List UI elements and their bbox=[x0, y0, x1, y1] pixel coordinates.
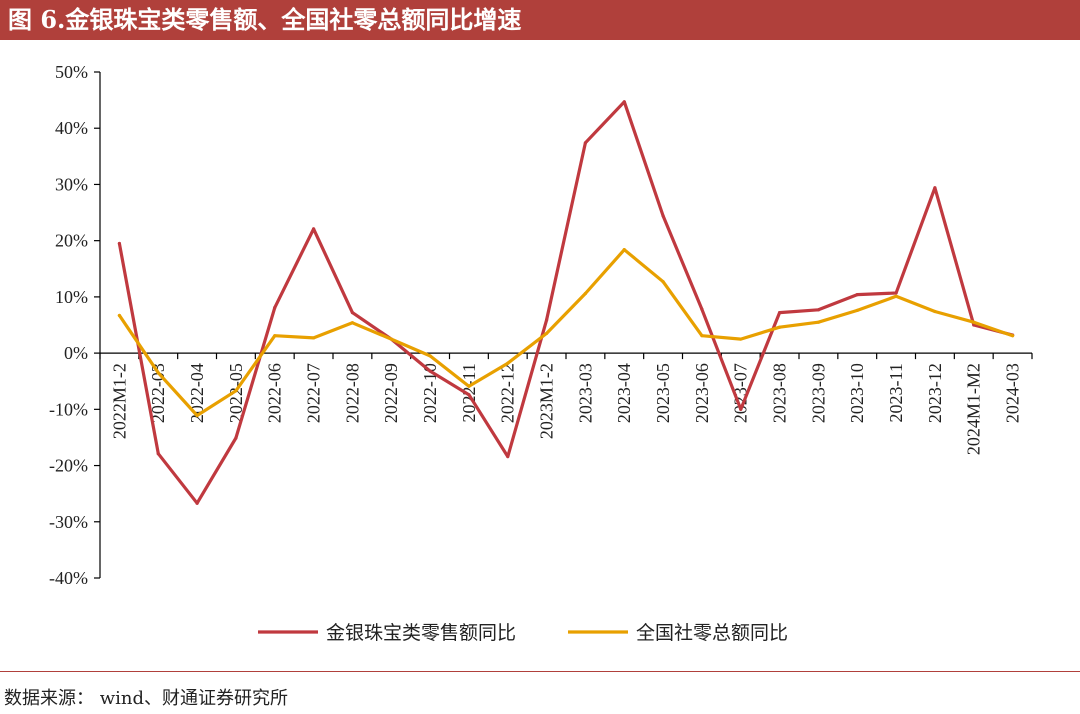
data-point bbox=[117, 313, 122, 318]
data-point bbox=[234, 389, 238, 393]
data-point bbox=[700, 307, 704, 311]
data-point bbox=[622, 248, 626, 252]
x-tick-label: 2022-12 bbox=[498, 363, 518, 423]
data-point bbox=[661, 214, 665, 218]
data-point bbox=[972, 320, 976, 324]
x-tick-label: 2024-03 bbox=[1003, 363, 1023, 423]
data-point bbox=[234, 436, 238, 440]
data-point bbox=[506, 361, 510, 365]
y-tick-label: 10% bbox=[55, 287, 88, 307]
x-tick-label: 2023-04 bbox=[614, 363, 634, 423]
x-tick-label: 2023-09 bbox=[808, 363, 828, 423]
chart-title: 图 6.金银珠宝类零售额、全国社零总额同比增速 bbox=[8, 5, 522, 34]
data-point bbox=[467, 393, 471, 397]
data-point bbox=[195, 413, 199, 418]
data-point bbox=[583, 291, 588, 296]
chart-legend: 金银珠宝类零售额同比 全国社零总额同比 bbox=[258, 622, 788, 644]
data-point bbox=[816, 320, 821, 324]
legend-label-1: 金银珠宝类零售额同比 bbox=[326, 622, 516, 644]
data-point bbox=[544, 331, 549, 336]
data-point bbox=[350, 321, 355, 325]
line-chart: 50% 40% 30% 20% 10% 0% -10% -20% -30% -40% 2022M1-… bbox=[49, 62, 1033, 644]
data-point bbox=[777, 325, 782, 329]
legend-label-2: 全国社零总额同比 bbox=[636, 622, 788, 644]
chart-series bbox=[117, 100, 1015, 505]
series-line-1 bbox=[117, 100, 1015, 505]
x-tick-label: 2023-06 bbox=[692, 363, 712, 423]
x-tick-label: 2023-03 bbox=[575, 363, 595, 423]
x-tick-label: 2023-12 bbox=[925, 363, 945, 423]
data-point bbox=[894, 294, 898, 298]
chart-axes: 50% 40% 30% 20% 10% 0% -10% -20% -30% -40% 2022M1-… bbox=[49, 62, 1033, 588]
y-tick-label: -40% bbox=[49, 568, 88, 588]
x-tick-label: 2022-07 bbox=[304, 363, 324, 423]
data-point bbox=[855, 293, 859, 297]
x-tick-label: 2022M1-2 bbox=[109, 363, 129, 439]
y-tick-label: 30% bbox=[55, 174, 88, 194]
data-point bbox=[622, 100, 626, 104]
data-point bbox=[156, 452, 160, 456]
y-tick-label: 50% bbox=[55, 62, 88, 82]
y-tick-label: 0% bbox=[64, 343, 88, 363]
y-tick-label: 20% bbox=[55, 231, 88, 251]
data-point bbox=[506, 454, 510, 459]
data-point bbox=[661, 280, 665, 284]
data-point bbox=[311, 336, 316, 340]
data-point bbox=[544, 318, 549, 322]
data-point bbox=[117, 241, 122, 246]
data-point bbox=[583, 141, 588, 145]
data-point bbox=[428, 354, 432, 358]
data-point bbox=[1010, 334, 1015, 338]
x-tick-label: 2022-08 bbox=[342, 363, 362, 423]
x-tick-label: 2023M1-2 bbox=[537, 363, 557, 439]
y-tick-label: 40% bbox=[55, 118, 88, 138]
x-tick-label: 2022-05 bbox=[226, 363, 246, 423]
data-point bbox=[933, 309, 937, 314]
data-point bbox=[156, 371, 160, 375]
data-point bbox=[311, 227, 316, 231]
data-point bbox=[700, 334, 704, 338]
data-point bbox=[428, 369, 432, 373]
x-tick-label: 2023-08 bbox=[770, 363, 790, 423]
data-point bbox=[739, 407, 743, 411]
data-point bbox=[739, 337, 743, 341]
series-line-2 bbox=[117, 248, 1015, 418]
x-tick-label: 2023-11 bbox=[886, 363, 906, 422]
x-tick-label: 2022-06 bbox=[265, 363, 285, 423]
data-point bbox=[816, 308, 821, 312]
data-point bbox=[195, 501, 199, 505]
data-point bbox=[350, 311, 355, 315]
data-point bbox=[777, 311, 782, 315]
data-point bbox=[855, 308, 859, 312]
x-tick-label: 2024M1-M2 bbox=[964, 363, 984, 455]
data-point bbox=[273, 305, 277, 310]
source-note: 数据来源： wind、财通证券研究所 bbox=[4, 688, 288, 709]
footer-divider bbox=[0, 671, 1080, 672]
data-point bbox=[467, 384, 471, 388]
x-tick-label: 2022-11 bbox=[459, 363, 479, 422]
data-point bbox=[389, 337, 393, 341]
data-point bbox=[273, 334, 277, 338]
x-tick-label: 2023-10 bbox=[847, 363, 867, 423]
title-bar: 图 6.金银珠宝类零售额、全国社零总额同比增速 bbox=[0, 0, 1080, 40]
data-point bbox=[894, 291, 898, 295]
y-tick-label: -20% bbox=[49, 456, 88, 476]
x-tick-label: 2023-07 bbox=[731, 363, 751, 423]
x-tick-label: 2022-09 bbox=[381, 363, 401, 423]
x-tick-label: 2023-05 bbox=[653, 363, 673, 423]
y-tick-label: -10% bbox=[49, 399, 88, 419]
data-point bbox=[972, 323, 976, 327]
data-point bbox=[933, 186, 937, 190]
x-tick-label: 2022-10 bbox=[420, 363, 440, 423]
y-tick-label: -30% bbox=[49, 512, 88, 532]
